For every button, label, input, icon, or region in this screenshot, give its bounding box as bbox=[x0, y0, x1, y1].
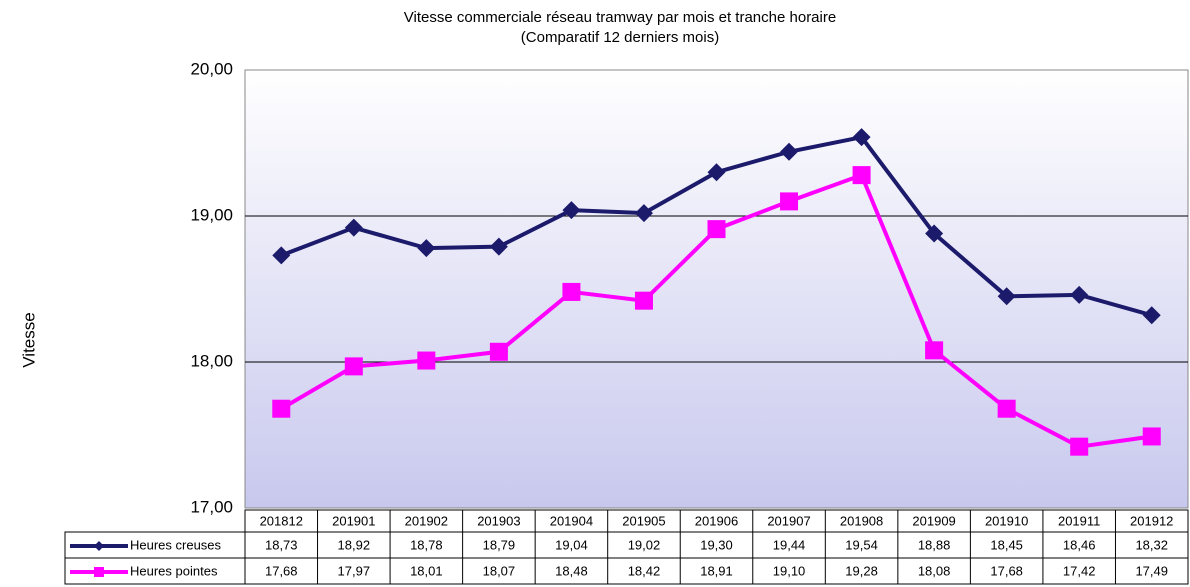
marker bbox=[94, 567, 104, 577]
marker bbox=[997, 399, 1016, 418]
marker bbox=[94, 541, 104, 551]
marker bbox=[272, 399, 291, 418]
chart-subtitle: (Comparatif 12 derniers mois) bbox=[521, 29, 719, 46]
x-tick-label: 201910 bbox=[985, 513, 1028, 528]
marker bbox=[707, 220, 726, 239]
marker bbox=[562, 282, 581, 301]
marker bbox=[925, 224, 944, 243]
y-axis-label: Vitesse bbox=[19, 312, 38, 367]
marker bbox=[562, 201, 581, 220]
table-value: 18,45 bbox=[990, 537, 1023, 552]
marker bbox=[344, 218, 363, 237]
table-value: 18,42 bbox=[628, 563, 661, 578]
marker bbox=[489, 342, 508, 361]
y-tick-label: 17,00 bbox=[190, 497, 233, 516]
x-tick-label: 201903 bbox=[477, 513, 520, 528]
marker bbox=[417, 239, 436, 258]
marker bbox=[780, 142, 799, 161]
x-tick-label: 201902 bbox=[405, 513, 448, 528]
table-value: 17,68 bbox=[990, 563, 1023, 578]
table-value: 18,79 bbox=[483, 537, 516, 552]
table-value: 18,92 bbox=[338, 537, 371, 552]
table-value: 17,49 bbox=[1135, 563, 1168, 578]
table-value: 18,73 bbox=[265, 537, 298, 552]
x-tick-label: 201911 bbox=[1058, 513, 1100, 528]
table-value: 18,08 bbox=[918, 563, 951, 578]
legend-label: Heures pointes bbox=[130, 563, 218, 578]
table-value: 19,28 bbox=[845, 563, 878, 578]
table-value: 18,48 bbox=[555, 563, 588, 578]
table-value: 19,10 bbox=[773, 563, 806, 578]
marker bbox=[852, 166, 871, 185]
marker bbox=[1070, 285, 1089, 304]
x-tick-label: 201909 bbox=[912, 513, 955, 528]
table-value: 18,46 bbox=[1063, 537, 1096, 552]
table-value: 18,01 bbox=[410, 563, 443, 578]
table-value: 18,32 bbox=[1135, 537, 1168, 552]
table-value: 18,88 bbox=[918, 537, 951, 552]
x-tick-label: 201912 bbox=[1130, 513, 1173, 528]
table-value: 17,68 bbox=[265, 563, 298, 578]
legend-label: Heures creuses bbox=[130, 537, 222, 552]
table-value: 17,42 bbox=[1063, 563, 1096, 578]
table-value: 19,02 bbox=[628, 537, 661, 552]
marker bbox=[489, 237, 508, 256]
plot-area bbox=[244, 69, 1189, 509]
table-value: 18,78 bbox=[410, 537, 443, 552]
table-value: 19,54 bbox=[845, 537, 878, 552]
chart-title: Vitesse commerciale réseau tramway par m… bbox=[404, 9, 836, 26]
marker bbox=[634, 204, 653, 223]
marker bbox=[272, 246, 291, 265]
y-tick-label: 20,00 bbox=[190, 59, 233, 78]
table-value: 18,07 bbox=[483, 563, 516, 578]
marker bbox=[852, 128, 871, 147]
marker bbox=[997, 287, 1016, 306]
x-tick-label: 201908 bbox=[840, 513, 883, 528]
marker bbox=[417, 351, 436, 370]
table-value: 17,97 bbox=[338, 563, 371, 578]
y-tick-label: 18,00 bbox=[190, 351, 233, 370]
marker bbox=[707, 163, 726, 182]
x-tick-label: 201901 bbox=[332, 513, 375, 528]
x-tick-label: 201904 bbox=[550, 513, 593, 528]
x-tick-label: 201907 bbox=[767, 513, 810, 528]
marker bbox=[344, 357, 363, 376]
marker bbox=[925, 341, 944, 360]
table-value: 18,91 bbox=[700, 563, 733, 578]
table-value: 19,30 bbox=[700, 537, 733, 552]
x-tick-label: 201905 bbox=[622, 513, 665, 528]
y-tick-label: 19,00 bbox=[190, 205, 233, 224]
x-tick-label: 201812 bbox=[260, 513, 303, 528]
x-tick-label: 201906 bbox=[695, 513, 738, 528]
marker bbox=[1142, 427, 1161, 446]
table-value: 19,44 bbox=[773, 537, 806, 552]
marker bbox=[1142, 306, 1161, 325]
marker bbox=[634, 291, 653, 310]
marker bbox=[780, 192, 799, 211]
table-value: 19,04 bbox=[555, 537, 588, 552]
marker bbox=[1070, 437, 1089, 456]
